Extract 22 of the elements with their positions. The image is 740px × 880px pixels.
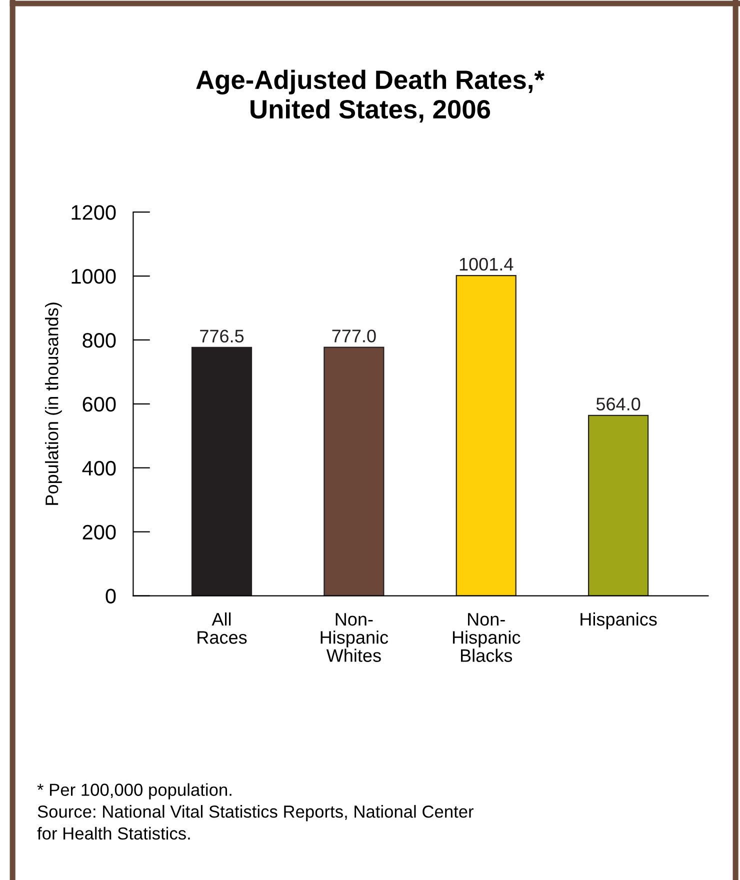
x-tick-label: Non- Hispanic Blacks (452, 613, 520, 662)
y-tick-label: 800 (82, 332, 116, 348)
x-tick-label: Hispanics (580, 612, 657, 630)
y-axis-title: Population (in thousands) (45, 302, 62, 505)
text: * Per 100,000 population. Source: National Vital Statistics Reports, National Center for Health Statistics. (37, 783, 474, 840)
data-label: 777.0 (332, 330, 376, 342)
y-tick-label: 0 (106, 588, 116, 604)
y-tick-label: 600 (82, 396, 116, 412)
chart-title: Age-Adjusted Death Rates,* United States, 2006 (196, 70, 544, 122)
bar (588, 414, 649, 596)
x-tick-label: All Races (198, 612, 247, 644)
y-tick-label: 400 (82, 460, 116, 476)
y-tick-label: 1000 (72, 269, 116, 284)
bar (324, 346, 384, 596)
x-tick-label: Non- Hispanic Whites (320, 613, 388, 662)
bar (456, 275, 516, 596)
data-label: 564.0 (596, 398, 640, 410)
bar (191, 346, 252, 596)
data-label: 1001.4 (460, 258, 514, 271)
y-tick-label: 200 (82, 524, 116, 540)
y-tick-label: 1200 (72, 205, 116, 220)
data-label: 776.5 (200, 330, 244, 343)
